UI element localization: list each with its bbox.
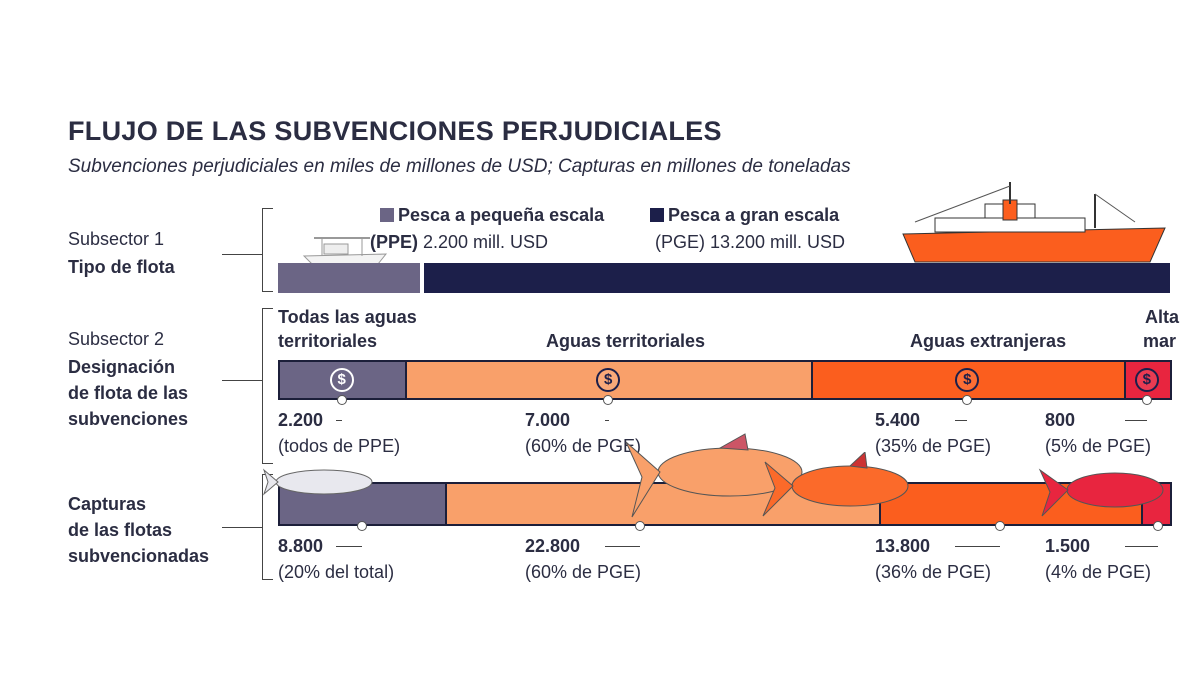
legend-swatch-pge (650, 208, 664, 222)
leader-line (336, 546, 362, 547)
pin-marker (962, 395, 973, 405)
connector (222, 380, 262, 381)
leader-line (1125, 546, 1158, 547)
legend-ppe-title: Pesca a pequeña escala (398, 205, 605, 225)
value-annotation: 1.500 (4% de PGE) (1045, 533, 1151, 585)
capturas-line: subvencionadas (68, 546, 210, 566)
pin-marker (603, 395, 614, 405)
subsector2-line: Designación (68, 357, 176, 377)
value-annotation: 22.800 (60% de PGE) (525, 533, 641, 585)
cat-extranjeras: Aguas extranjeras (910, 331, 1067, 351)
leader-line (605, 546, 640, 547)
chart-subtitle: Subvenciones perjudiciales en miles de m… (68, 156, 851, 177)
leader-line (955, 420, 968, 421)
value-label: 22.800 (525, 536, 581, 556)
capturas-line: de las flotas (68, 520, 173, 540)
dollar-icon: $ (329, 368, 354, 392)
fish-icon (262, 468, 373, 496)
value-annotation: 7.000 (60% de PGE) (525, 407, 641, 459)
dollar-icon: $ (955, 368, 980, 392)
legend-swatch-ppe (380, 208, 394, 222)
legend-ppe-detail: (PPE) 2.200 mill. USD (370, 232, 549, 252)
bracket (262, 208, 274, 292)
value-note: (36% de PGE) (875, 562, 992, 582)
fish-icon (1038, 468, 1164, 517)
subsector1-sublabel: Tipo de flota (68, 257, 175, 277)
leader-line (605, 420, 609, 421)
cat-territoriales: Aguas territoriales (546, 331, 706, 351)
value-label: 7.000 (525, 410, 571, 430)
leader-line (1125, 420, 1147, 421)
pin-marker (1141, 395, 1152, 405)
connector (222, 254, 262, 255)
bar-pge (424, 263, 1170, 293)
trawler-icon (902, 182, 1166, 263)
cat-todas: territoriales (278, 331, 378, 351)
dollar-icon: $ (596, 368, 621, 392)
value-label: 5.400 (875, 410, 921, 430)
pin-marker (995, 521, 1005, 531)
value-note: (5% de PGE) (1045, 436, 1152, 456)
pin-marker (1153, 521, 1163, 531)
value-note: (todos de PPE) (278, 436, 401, 456)
value-label: 800 (1045, 410, 1076, 430)
fish-icon (625, 433, 803, 518)
fish-icon (762, 452, 909, 517)
value-label: 1.500 (1045, 536, 1091, 556)
cat-alta: Alta (1145, 307, 1180, 327)
connector (222, 527, 262, 528)
legend-pge: Pesca a gran escala (650, 205, 839, 226)
value-label: 2.200 (278, 410, 324, 430)
cat-todas: Todas las aguas (278, 307, 417, 327)
pin-marker (635, 521, 645, 531)
value-note: (60% de PGE) (525, 436, 642, 456)
value-annotation: 2.200 (todos de PPE) (278, 407, 400, 459)
dollar-icon: $ (1134, 368, 1159, 392)
value-label: 8.800 (278, 536, 324, 556)
small-boat-icon (302, 237, 388, 265)
value-annotation: 8.800 (20% del total) (278, 533, 394, 585)
value-note: (20% del total) (278, 562, 395, 582)
subsector1-label: Subsector 1 (68, 229, 165, 249)
value-annotation: 800 (5% de PGE) (1045, 407, 1151, 459)
value-annotation: 13.800 (36% de PGE) (875, 533, 991, 585)
pin-marker (356, 521, 367, 531)
subsector2-label: Subsector 2 (68, 329, 165, 349)
value-note: (35% de PGE) (875, 436, 992, 456)
bracket (262, 308, 274, 464)
legend-pge-title: Pesca a gran escala (668, 205, 840, 225)
legend-ppe: Pesca a pequeña escala (380, 205, 604, 226)
chart-title: FLUJO DE LAS SUBVENCIONES PERJUDICIALES (68, 116, 722, 146)
pin-marker (336, 395, 347, 405)
cat-alta: mar (1143, 331, 1177, 351)
value-note: (4% de PGE) (1045, 562, 1152, 582)
capturas-line: Capturas (68, 494, 147, 514)
leader-line (336, 420, 342, 421)
subsector2-line: de flota de las (68, 383, 189, 403)
value-label: 13.800 (875, 536, 931, 556)
legend-pge-detail: (PGE) 13.200 mill. USD (655, 232, 846, 252)
subsector2-line: subvenciones (68, 409, 189, 429)
value-note: (60% de PGE) (525, 562, 642, 582)
leader-line (955, 546, 1000, 547)
value-annotation: 5.400 (35% de PGE) (875, 407, 991, 459)
bar-ppe (278, 263, 420, 293)
